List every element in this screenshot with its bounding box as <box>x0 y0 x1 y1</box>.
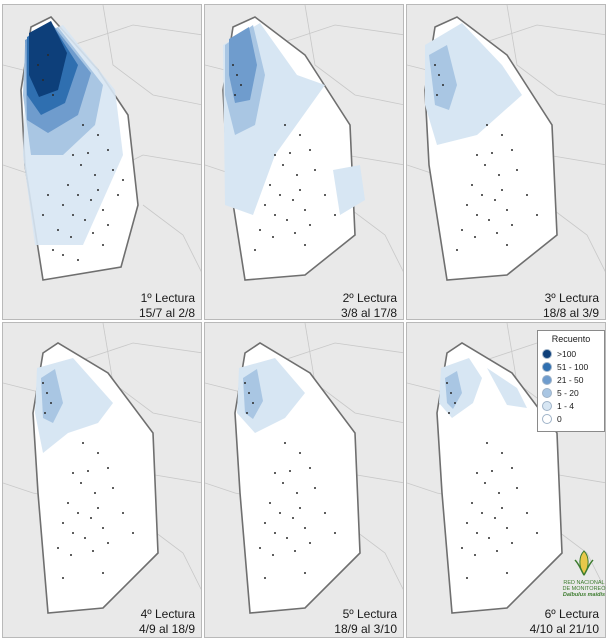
station-points <box>37 54 124 261</box>
heat-level-5 <box>29 21 67 97</box>
map-graphic <box>3 323 201 614</box>
panel-dates: 15/7 al 2/8 <box>138 306 195 320</box>
legend-item: 1 - 4 <box>542 399 600 412</box>
legend-swatch <box>542 413 552 424</box>
legend: Recuento >100 51 - 100 21 - 50 5 - 20 1 … <box>537 330 605 432</box>
panel-title: 2º Lectura <box>342 291 397 305</box>
legend-item: 0 <box>542 412 600 425</box>
logo-line2: DE MONITOREO <box>562 586 606 592</box>
map-graphic <box>407 5 605 281</box>
map-graphic <box>407 323 605 614</box>
legend-label: 21 - 50 <box>557 374 584 385</box>
logo-line3: Dalbulus maidis <box>562 592 606 598</box>
corn-leaf-icon <box>574 550 594 576</box>
station-points <box>42 382 134 579</box>
network-logo: RED NACIONAL DE MONITOREO Dalbulus maidi… <box>560 548 608 598</box>
legend-title: Recuento <box>551 334 591 344</box>
station-points <box>232 64 336 251</box>
heat-level-2 <box>243 369 263 419</box>
logo-line1: RED NACIONAL <box>563 580 605 586</box>
map-graphic <box>3 5 201 281</box>
legend-item: 51 - 100 <box>542 360 600 373</box>
map-panel-4: 4º Lectura 4/9 al 18/9 <box>2 322 202 638</box>
panel-title: 6º Lectura <box>544 607 599 621</box>
map-panel-2: 2º Lectura 3/8 al 17/8 <box>204 4 404 320</box>
panel-dates: 18/9 al 3/10 <box>334 622 397 636</box>
map-panel-3: 3º Lectura 18/8 al 3/9 <box>406 4 606 320</box>
legend-label: 0 <box>557 413 562 424</box>
map-panel-1: 1º Lectura 15/7 al 2/8 <box>2 4 202 320</box>
legend-item: 21 - 50 <box>542 373 600 386</box>
panel-title: 1º Lectura <box>140 291 195 305</box>
legend-item: >100 <box>542 347 600 360</box>
panel-title: 5º Lectura <box>342 607 397 621</box>
region-outline <box>436 342 563 614</box>
panel-dates: 4/9 al 18/9 <box>138 622 195 636</box>
station-points <box>446 382 538 579</box>
panel-dates: 3/8 al 17/8 <box>340 306 397 320</box>
legend-swatch <box>542 348 552 359</box>
legend-label: 1 - 4 <box>557 400 575 411</box>
heat-level-3 <box>229 27 257 103</box>
heat-level-2 <box>445 371 462 409</box>
map-graphic <box>205 5 403 281</box>
panel-title: 4º Lectura <box>140 607 195 621</box>
legend-label: 5 - 20 <box>557 387 579 398</box>
station-points <box>244 382 336 579</box>
panel-dates: 4/10 al 21/10 <box>529 622 599 636</box>
heat-level-1b <box>487 368 527 408</box>
panel-dates: 18/8 al 3/9 <box>542 306 599 320</box>
legend-label: >100 <box>557 348 577 359</box>
legend-label: 51 - 100 <box>557 361 589 372</box>
legend-item: 5 - 20 <box>542 386 600 399</box>
legend-swatch <box>542 387 552 398</box>
legend-swatch <box>542 400 552 411</box>
heat-level-1 <box>425 23 522 145</box>
map-panel-5: 5º Lectura 18/9 al 3/10 <box>204 322 404 638</box>
panel-title: 3º Lectura <box>544 291 599 305</box>
station-points <box>434 64 538 251</box>
legend-swatch <box>542 361 552 372</box>
map-graphic <box>205 323 403 614</box>
map-panel-6: 6º Lectura 4/10 al 21/10 <box>406 322 606 638</box>
heat-level-2 <box>429 45 457 110</box>
legend-swatch <box>542 374 552 385</box>
heat-level-1b <box>333 165 365 215</box>
heat-level-2 <box>41 369 63 423</box>
